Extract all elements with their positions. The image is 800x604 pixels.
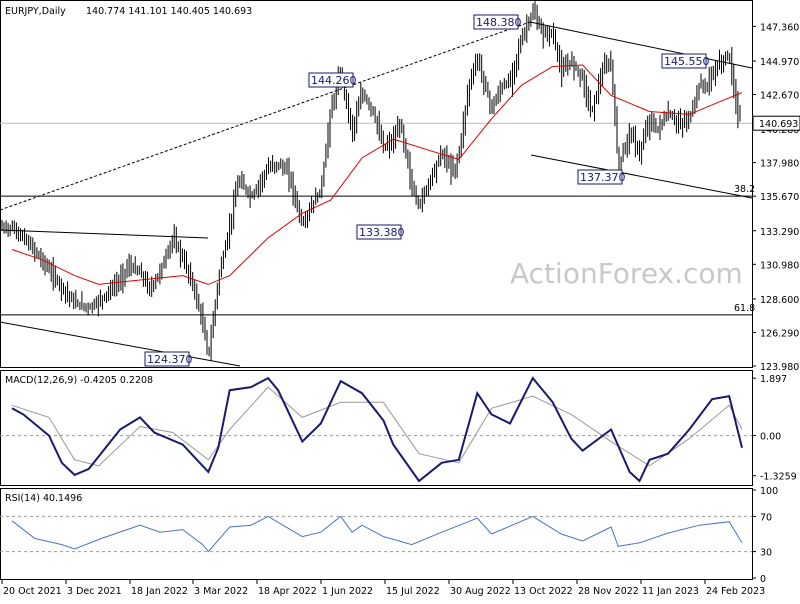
y-tick-label: 135.670 bbox=[760, 192, 799, 203]
ohlc-readout: 140.774 141.101 140.405 140.693 bbox=[86, 6, 252, 17]
rsi-y-tick-label: 0 bbox=[760, 574, 766, 585]
price-annotation-label: 137.370 bbox=[580, 171, 626, 184]
price-annotation-box bbox=[308, 72, 354, 88]
upper-dotted-trendline bbox=[0, 21, 531, 211]
fib-label-38-2: 38.2 bbox=[734, 184, 755, 195]
price-annotation-label: 124.370 bbox=[147, 353, 193, 366]
main-pane-frame bbox=[0, 0, 753, 368]
price-annotation-box bbox=[661, 53, 707, 69]
price-annotation-label: 148.380 bbox=[476, 16, 522, 29]
price-annotation-box bbox=[577, 169, 623, 185]
y-tick-label: 133.290 bbox=[760, 227, 799, 238]
macd-pane-title: MACD(12,26,9) -0.4205 0.2208 bbox=[5, 375, 153, 386]
watermark-text: ActionForex.com bbox=[510, 257, 743, 290]
x-tick-label: 15 Jul 2022 bbox=[386, 586, 440, 597]
x-tick-label: 3 Mar 2022 bbox=[194, 586, 248, 597]
price-annotation-box bbox=[144, 351, 190, 367]
price-annotation-box bbox=[356, 224, 402, 240]
x-tick-label: 1 Jun 2022 bbox=[322, 586, 373, 597]
x-tick-label: 18 Jan 2022 bbox=[131, 586, 188, 597]
price-annotation-label: 133.380 bbox=[359, 226, 405, 239]
y-tick-label: 123.980 bbox=[760, 362, 799, 373]
early-resistance-line bbox=[0, 229, 209, 239]
macd-y-tick-label: 1.897 bbox=[760, 374, 787, 385]
x-tick-label: 11 Jan 2023 bbox=[642, 586, 699, 597]
rsi-pane-frame bbox=[0, 488, 753, 580]
macd-line bbox=[11, 376, 743, 483]
rsi-y-tick-label: 100 bbox=[760, 486, 778, 497]
macd-y-tick-label: -1.3259 bbox=[760, 472, 797, 483]
rsi-y-tick-label: 70 bbox=[760, 512, 772, 523]
price-annotation-label: 145.550 bbox=[664, 55, 710, 68]
fib-label-61-8: 61.8 bbox=[734, 303, 755, 314]
y-tick-label: 137.980 bbox=[760, 159, 799, 170]
rsi-y-tick-label: 30 bbox=[760, 548, 772, 559]
early-support-line bbox=[0, 321, 241, 367]
x-tick-label: 13 Oct 2022 bbox=[514, 586, 573, 597]
x-tick-label: 20 Oct 2021 bbox=[3, 586, 62, 597]
rsi-line bbox=[11, 515, 743, 553]
x-tick-label: 24 Feb 2023 bbox=[706, 586, 765, 597]
x-tick-label: 18 Apr 2022 bbox=[258, 586, 317, 597]
y-tick-label: 128.600 bbox=[760, 295, 799, 306]
price-annotation-box bbox=[473, 14, 519, 30]
y-tick-label: 142.670 bbox=[760, 91, 799, 102]
price-annotation-label: 144.260 bbox=[311, 74, 357, 87]
x-tick-label: 30 Aug 2022 bbox=[450, 586, 511, 597]
y-tick-label: 144.970 bbox=[760, 57, 799, 68]
current-price-label: 140.693 bbox=[759, 119, 798, 130]
y-tick-label: 130.980 bbox=[760, 260, 799, 271]
current-price-box bbox=[752, 115, 800, 131]
macd-y-tick-label: 0.00 bbox=[760, 432, 781, 443]
x-tick-label: 28 Nov 2022 bbox=[578, 586, 639, 597]
main-pane-title: EURJPY,Daily bbox=[5, 6, 66, 17]
rsi-pane-title: RSI(14) 40.1496 bbox=[5, 493, 82, 504]
macd-signal-line bbox=[11, 386, 743, 467]
lower-channel-line bbox=[530, 154, 753, 199]
y-tick-label: 147.360 bbox=[760, 22, 799, 33]
macd-pane-frame bbox=[0, 370, 753, 486]
y-tick-label: 126.290 bbox=[760, 328, 799, 339]
x-tick-label: 3 Dec 2021 bbox=[67, 586, 122, 597]
moving-average-line bbox=[11, 64, 743, 285]
